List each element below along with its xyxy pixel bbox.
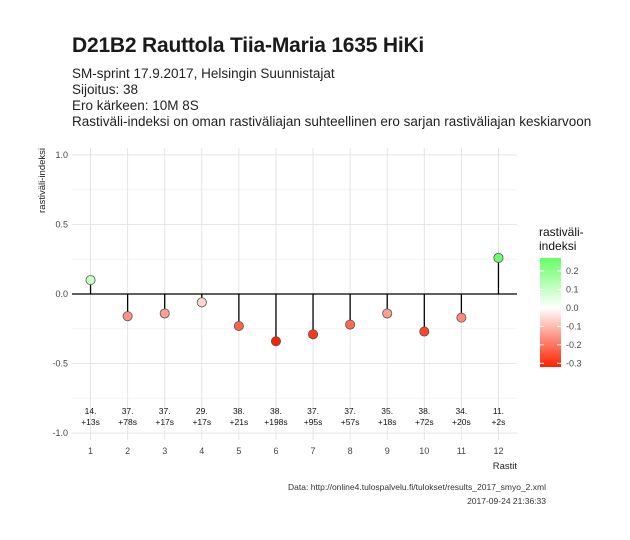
- annotation-rank: 37.: [122, 406, 134, 416]
- subtitle-line-event: SM-sprint 17.9.2017, Helsingin Suunnista…: [72, 66, 335, 81]
- y-axis-label: rastiväli-indeksi: [37, 148, 48, 213]
- data-point: [493, 252, 504, 263]
- annotation-rank: 37.: [307, 406, 319, 416]
- annotation-time-behind: +57s: [341, 417, 360, 427]
- annotation-rank: 37.: [159, 406, 171, 416]
- annotation-time-behind: +198s: [264, 417, 287, 427]
- annotation-rank: 38.: [270, 406, 282, 416]
- x-tick-label: 1: [88, 446, 93, 456]
- annotation-time-behind: +95s: [304, 417, 323, 427]
- data-point: [382, 308, 393, 319]
- x-axis-label: Rastit: [493, 461, 518, 472]
- data-source-caption: Data: http://online4.tulospalvelu.fi/tul…: [288, 482, 546, 492]
- annotation-rank: 38.: [233, 406, 245, 416]
- legend-title-line: rastiväli-: [539, 225, 584, 239]
- annotation-time-behind: +18s: [378, 417, 397, 427]
- annotation-time-behind: +72s: [415, 417, 434, 427]
- annotation-time-behind: +20s: [452, 417, 471, 427]
- x-tick-label: 9: [385, 446, 390, 456]
- x-tick-label: 10: [419, 446, 429, 456]
- x-tick-label: 12: [493, 446, 503, 456]
- data-point: [456, 312, 467, 323]
- legend-tick-label: -0.3: [566, 358, 582, 368]
- legend-tick-label: 0.2: [566, 266, 579, 276]
- x-tick-label: 4: [199, 446, 204, 456]
- y-tick-label: -0.5: [52, 359, 68, 369]
- annotation-time-behind: +78s: [118, 417, 137, 427]
- legend-tick-label: 0.1: [566, 284, 579, 294]
- y-tick-label: 0.5: [55, 219, 68, 229]
- x-tick-label: 3: [162, 446, 167, 456]
- annotation-rank: 34.: [455, 406, 467, 416]
- legend-title-line: indeksi: [539, 239, 576, 253]
- annotation-rank: 35.: [381, 406, 393, 416]
- y-tick-label: 0.0: [55, 289, 68, 299]
- data-point: [270, 336, 281, 347]
- chart-title: D21B2 Rauttola Tiia-Maria 1635 HiKi: [72, 34, 425, 57]
- x-tick-label: 5: [236, 446, 241, 456]
- data-point: [85, 275, 96, 286]
- annotation-rank: 11.: [493, 406, 504, 416]
- annotation-time-behind: +21s: [230, 417, 249, 427]
- annotation-time-behind: +2s: [491, 417, 505, 427]
- timestamp-caption: 2017-09-24 21:36:33: [467, 496, 546, 506]
- y-tick-label: -1.0: [52, 428, 68, 438]
- x-tick-label: 8: [348, 446, 353, 456]
- annotation-time-behind: +13s: [81, 417, 100, 427]
- subtitle-line-placement: Sijoitus: 38: [72, 82, 139, 97]
- data-point: [419, 326, 430, 337]
- data-point: [345, 319, 356, 330]
- x-tick-label: 7: [311, 446, 316, 456]
- data-point: [233, 320, 244, 331]
- subtitle-line-gap: Ero kärkeen: 10M 8S: [72, 98, 199, 113]
- legend-tick-label: 0.0: [566, 303, 579, 313]
- legend-tick-label: -0.1: [566, 321, 582, 331]
- data-point: [196, 297, 207, 308]
- data-point: [159, 308, 170, 319]
- annotation-time-behind: +17s: [192, 417, 211, 427]
- annotation-rank: 38.: [418, 406, 430, 416]
- x-tick-label: 2: [125, 446, 130, 456]
- x-tick-label: 6: [273, 446, 278, 456]
- data-point: [308, 329, 319, 340]
- x-tick-label: 11: [457, 446, 466, 456]
- annotation-rank: 29.: [196, 406, 208, 416]
- data-point: [122, 311, 133, 322]
- legend-colorbar: [540, 258, 561, 367]
- annotation-time-behind: +17s: [155, 417, 174, 427]
- annotation-rank: 14.: [85, 406, 97, 416]
- subtitle-line-description: Rastiväli-indeksi on oman rastiväliajan …: [72, 114, 592, 129]
- y-tick-label: 1.0: [55, 150, 68, 160]
- annotation-rank: 37.: [344, 406, 356, 416]
- legend-tick-label: -0.2: [566, 340, 582, 350]
